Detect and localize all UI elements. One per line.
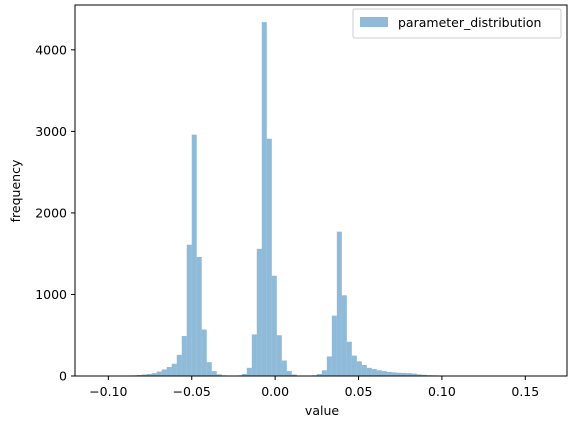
y-axis-label: frequency bbox=[8, 159, 23, 222]
histogram-bar bbox=[337, 232, 342, 376]
histogram-bar bbox=[267, 139, 272, 376]
x-axis-label: value bbox=[305, 403, 339, 418]
histogram-bar bbox=[332, 316, 337, 376]
y-tick-label: 3000 bbox=[35, 124, 67, 139]
histogram-bar bbox=[347, 342, 352, 376]
histogram-bar bbox=[262, 22, 267, 376]
histogram-bar bbox=[282, 361, 287, 376]
histogram-bar bbox=[202, 330, 207, 376]
histogram-bar bbox=[257, 249, 262, 376]
histogram-bar bbox=[167, 367, 172, 376]
x-tick-label: −0.05 bbox=[173, 384, 211, 399]
legend-swatch bbox=[360, 17, 388, 27]
histogram-bar bbox=[272, 276, 277, 376]
histogram-bar bbox=[192, 135, 197, 376]
histogram-bar bbox=[392, 372, 397, 376]
histogram-bar bbox=[342, 295, 347, 376]
x-tick-label: 0.10 bbox=[428, 384, 456, 399]
histogram-bar bbox=[207, 362, 212, 376]
histogram-bar bbox=[327, 356, 332, 376]
y-tick-label: 0 bbox=[59, 369, 67, 384]
legend-label: parameter_distribution bbox=[398, 15, 541, 30]
legend: parameter_distribution bbox=[353, 9, 561, 38]
histogram-bar bbox=[357, 361, 362, 376]
histogram-bar bbox=[182, 336, 187, 376]
histogram-bar bbox=[367, 368, 372, 376]
histogram-bar bbox=[247, 368, 252, 376]
x-tick-label: 0.05 bbox=[345, 384, 373, 399]
histogram-bar bbox=[172, 364, 177, 376]
histogram-bar bbox=[162, 369, 167, 376]
histogram-bar bbox=[322, 370, 327, 376]
histogram-bar bbox=[252, 334, 257, 376]
histogram-bar bbox=[387, 372, 392, 376]
histogram-bar bbox=[377, 370, 382, 376]
histogram-bar bbox=[212, 371, 217, 376]
x-tick-label: 0.15 bbox=[511, 384, 539, 399]
histogram-bar bbox=[372, 369, 377, 376]
histogram-bar bbox=[382, 371, 387, 376]
y-tick-label: 4000 bbox=[35, 42, 67, 57]
histogram-bar bbox=[197, 257, 202, 376]
histogram-bar bbox=[177, 355, 182, 376]
histogram-bar bbox=[277, 335, 282, 376]
histogram-bar bbox=[187, 245, 192, 376]
histogram-bar bbox=[157, 372, 162, 376]
histogram-bar bbox=[362, 365, 367, 376]
histogram-bar bbox=[352, 356, 357, 376]
x-tick-label: −0.10 bbox=[89, 384, 127, 399]
histogram-bar bbox=[287, 371, 292, 376]
x-tick-label: 0.00 bbox=[261, 384, 289, 399]
y-tick-label: 1000 bbox=[35, 287, 67, 302]
y-tick-label: 2000 bbox=[35, 205, 67, 220]
